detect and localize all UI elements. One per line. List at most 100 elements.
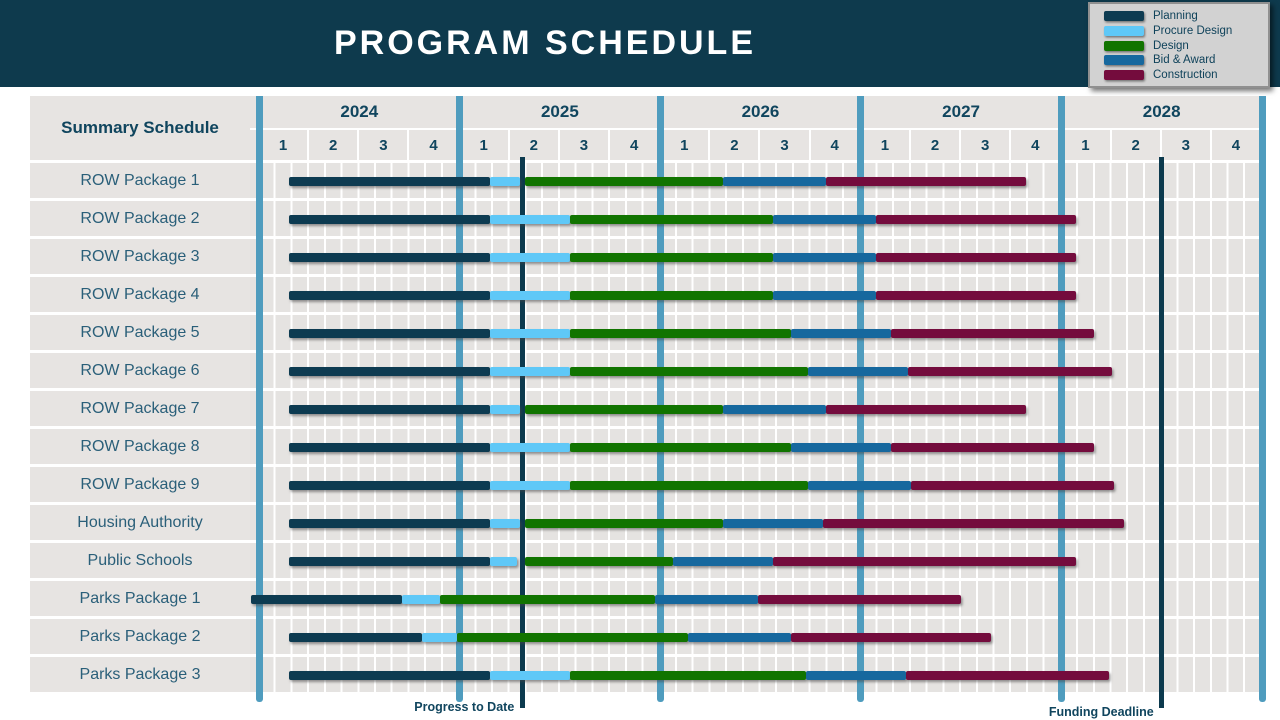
bar-segment-construction [875,215,1077,224]
bar-segment-design [457,633,688,642]
bar-segment-planning [289,329,490,338]
legend-item-procure: Procure Design [1104,24,1260,38]
legend-label: Bid & Award [1153,54,1216,67]
legend-item-construction: Construction [1104,68,1260,82]
year-header-2027: 2027 [942,102,980,121]
bar-segment-planning [289,481,490,490]
bar-segment-construction [823,519,1125,528]
quarter-header: 4 [1212,130,1262,160]
bar-segment-construction [890,329,1094,338]
bar-segment-planning [289,519,490,528]
legend-item-bid: Bid & Award [1104,53,1260,67]
bid-color-chip-icon [1104,55,1144,66]
quarter-header: 3 [359,130,410,160]
bar-segment-design [439,595,656,604]
quarter-header: 3 [560,130,611,160]
bar-segment-procure [421,633,458,642]
bar-segment-construction [757,595,962,604]
bar-segment-design [569,443,791,452]
bar-segment-procure [489,253,570,262]
bar-segment-bid [808,481,911,490]
bar-segment-design [569,671,806,680]
bar-segment-planning [289,443,490,452]
bar-segment-planning [289,557,490,566]
row-label: Parks Package 1 [30,581,250,619]
row-label: Parks Package 2 [30,619,250,657]
quarter-header: 2 [911,130,962,160]
quarter-header: 2 [510,130,560,160]
bar-segment-design [569,329,791,338]
bar-segment-bid [808,367,909,376]
bar-segment-design [569,291,774,300]
bar-segment-construction [910,481,1115,490]
bar-segment-construction [773,557,1077,566]
bar-segment-construction [890,443,1094,452]
bar-segment-planning [289,405,490,414]
bar-segment-design [524,405,723,414]
bar-segment-construction [905,671,1110,680]
legend-label: Planning [1153,10,1198,22]
gantt-grid [250,163,1262,695]
bar-segment-design [569,367,809,376]
bar-segment-procure [489,519,520,528]
year-divider [1057,96,1065,702]
bar-segment-procure [489,481,570,490]
quarter-header: 4 [811,130,861,160]
row-label: ROW Package 4 [30,277,250,315]
bar-segment-construction [875,253,1077,262]
header-band: PROGRAM SCHEDULE [0,0,1280,87]
design-color-chip-icon [1104,40,1144,51]
legend-item-planning: Planning [1104,9,1260,23]
bar-segment-planning [289,633,422,642]
row-label: ROW Package 7 [30,391,250,429]
bar-segment-design [524,519,723,528]
bar-segment-design [569,253,774,262]
bar-segment-design [569,215,774,224]
bar-segment-procure [489,405,520,414]
quarter-header: 2 [1112,130,1162,160]
row-label: ROW Package 8 [30,429,250,467]
year-divider [1258,96,1266,702]
row-label: ROW Package 5 [30,315,250,353]
bar-segment-design [569,481,809,490]
quarter-header: 1 [1061,130,1112,160]
legend-item-design: Design [1104,39,1260,53]
bar-segment-procure [489,443,570,452]
quarter-header: 1 [861,130,911,160]
row-label: ROW Package 2 [30,201,250,239]
bar-segment-bid [672,557,774,566]
bar-segment-procure [489,671,570,680]
bar-segment-bid [722,177,826,186]
bar-segment-construction [875,291,1077,300]
progress-marker-line [519,157,525,708]
legend: Planning Procure Design Design Bid & Award C… [1088,2,1270,88]
row-label: Public Schools [30,543,250,581]
quarter-header: 1 [660,130,711,160]
planning-color-chip-icon [1104,11,1144,21]
quarter-header: 4 [409,130,460,160]
bar-segment-procure [489,177,520,186]
bar-segment-planning [289,671,490,680]
bar-segment-bid [722,405,826,414]
quarter-header: 4 [1011,130,1062,160]
bar-segment-bid [773,291,876,300]
bar-segment-planning [289,253,490,262]
bar-segment-bid [790,443,891,452]
year-header-2024: 2024 [340,102,379,121]
bar-segment-procure [401,595,440,604]
row-label: ROW Package 3 [30,239,250,277]
quarter-header: 3 [761,130,811,160]
bar-segment-bid [722,519,824,528]
bar-segment-planning [289,367,490,376]
summary-schedule-header: Summary Schedule [30,96,250,163]
quarter-header: 1 [259,130,310,160]
funding-marker-label: Funding Deadline [1048,705,1154,719]
years-header-row: 2024 2025 2026 2027 2028 [250,96,1262,130]
quarter-header: 3 [961,130,1012,160]
bar-segment-design [524,557,673,566]
quarter-header: 2 [309,130,360,160]
legend-label: Construction [1153,69,1218,81]
